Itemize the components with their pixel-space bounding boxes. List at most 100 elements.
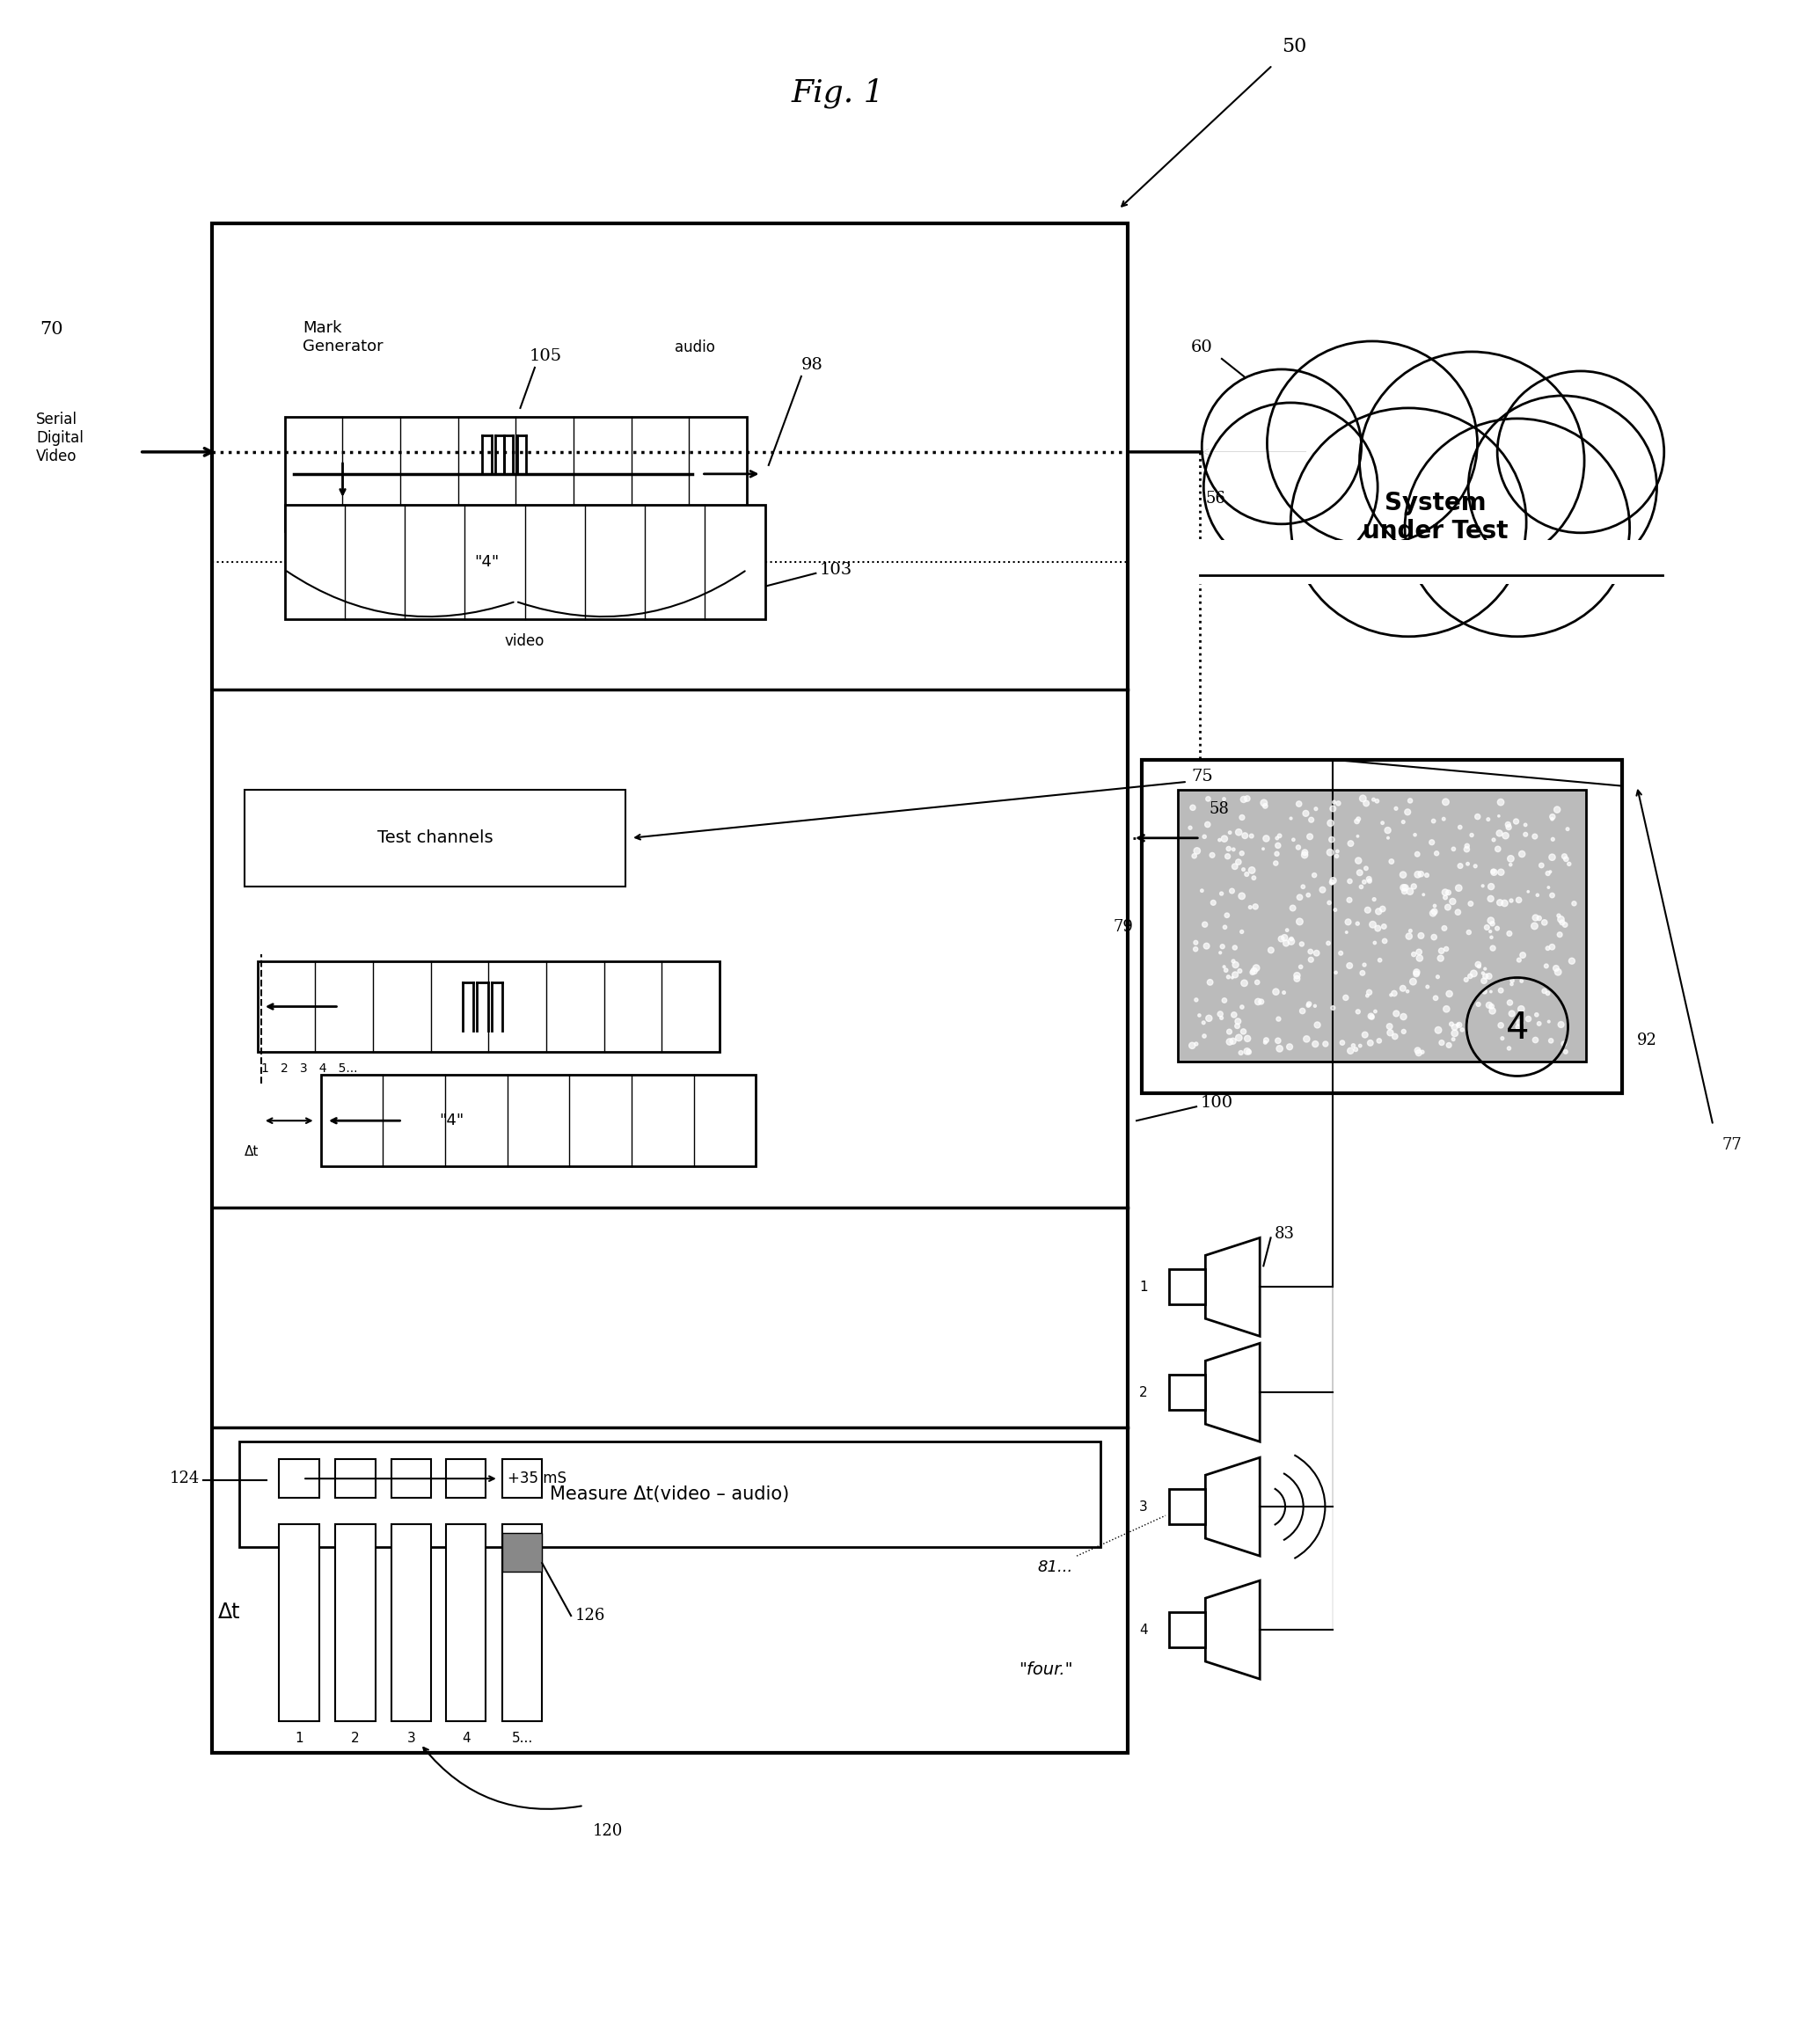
Text: 96: 96 bbox=[1323, 404, 1345, 420]
Point bbox=[1389, 806, 1418, 838]
Point bbox=[1487, 1023, 1516, 1055]
Point bbox=[1354, 864, 1383, 897]
Point bbox=[1527, 850, 1556, 883]
Point bbox=[1265, 1033, 1294, 1065]
Point bbox=[1434, 891, 1463, 923]
Text: 1   2   3   4   5...: 1 2 3 4 5... bbox=[260, 1063, 357, 1075]
Point bbox=[1321, 840, 1350, 872]
Text: 100: 100 bbox=[1199, 1096, 1232, 1112]
Point bbox=[1522, 1025, 1551, 1057]
Text: Fig. 1: Fig. 1 bbox=[792, 77, 885, 108]
Point bbox=[1503, 1010, 1532, 1043]
Point bbox=[1269, 976, 1298, 1008]
Point bbox=[1278, 923, 1307, 956]
Point bbox=[1309, 874, 1338, 907]
Point bbox=[1443, 872, 1472, 905]
Text: 105: 105 bbox=[530, 349, 562, 363]
Point bbox=[1228, 854, 1258, 887]
Point bbox=[1296, 935, 1325, 968]
Point bbox=[1491, 887, 1520, 919]
Point bbox=[1334, 905, 1363, 937]
Point bbox=[1514, 874, 1543, 907]
Point bbox=[1374, 1010, 1403, 1043]
Point bbox=[1452, 964, 1481, 996]
Point bbox=[1520, 820, 1549, 852]
Point bbox=[1283, 962, 1312, 994]
Point bbox=[1409, 879, 1438, 911]
Text: 120: 120 bbox=[593, 1824, 622, 1838]
Point bbox=[1249, 787, 1278, 820]
Point bbox=[1210, 984, 1239, 1017]
Point bbox=[1361, 994, 1390, 1027]
Point bbox=[1547, 907, 1576, 939]
Point bbox=[1343, 996, 1372, 1029]
Point bbox=[1279, 824, 1309, 856]
Point bbox=[1303, 1008, 1332, 1041]
Circle shape bbox=[1267, 341, 1478, 546]
Point bbox=[1214, 962, 1243, 994]
Point bbox=[1509, 939, 1538, 972]
Point bbox=[1294, 988, 1323, 1021]
Point bbox=[1290, 836, 1319, 868]
Point bbox=[1270, 921, 1299, 954]
Bar bbox=[446, 1524, 486, 1721]
Point bbox=[1205, 998, 1234, 1031]
Point bbox=[1214, 832, 1243, 864]
Point bbox=[1494, 812, 1523, 844]
Point bbox=[1188, 1006, 1218, 1039]
Point bbox=[1232, 783, 1261, 816]
Point bbox=[1543, 956, 1572, 988]
Point bbox=[1329, 1027, 1358, 1059]
Point bbox=[1214, 840, 1243, 872]
Point bbox=[1370, 925, 1400, 958]
Point bbox=[1352, 895, 1381, 927]
Bar bbox=[502, 1459, 542, 1497]
Point bbox=[1221, 950, 1250, 982]
Point bbox=[1276, 801, 1305, 834]
Point bbox=[1549, 1027, 1578, 1059]
Point bbox=[1389, 972, 1418, 1004]
Point bbox=[1343, 844, 1372, 877]
Point bbox=[1316, 836, 1345, 868]
Point bbox=[1225, 956, 1254, 988]
Point bbox=[1241, 952, 1270, 984]
Point bbox=[1432, 992, 1461, 1025]
Point bbox=[1554, 848, 1583, 881]
Point bbox=[1219, 850, 1249, 883]
Point bbox=[1485, 887, 1514, 919]
Point bbox=[1319, 864, 1349, 897]
Point bbox=[1498, 964, 1527, 996]
Point bbox=[1390, 870, 1420, 903]
Point bbox=[1323, 787, 1352, 820]
Text: 3: 3 bbox=[408, 1733, 415, 1745]
Point bbox=[1299, 858, 1329, 891]
Point bbox=[1218, 962, 1247, 994]
Point bbox=[1522, 998, 1551, 1031]
Point bbox=[1485, 799, 1514, 832]
Point bbox=[1289, 994, 1318, 1027]
Point bbox=[1514, 1002, 1543, 1035]
Point bbox=[1227, 801, 1256, 834]
Point bbox=[1390, 874, 1420, 907]
Point bbox=[1318, 866, 1347, 899]
Point bbox=[1389, 1000, 1418, 1033]
Point bbox=[1476, 921, 1505, 954]
Point bbox=[1507, 964, 1536, 996]
Point bbox=[1318, 866, 1347, 899]
Point bbox=[1420, 921, 1449, 954]
Point bbox=[1227, 838, 1256, 870]
Point bbox=[1434, 978, 1463, 1010]
Bar bbox=[502, 1524, 542, 1721]
Point bbox=[1463, 801, 1492, 834]
Point bbox=[1505, 943, 1534, 976]
Point bbox=[1181, 933, 1210, 966]
Bar bbox=[1168, 1613, 1205, 1648]
Point bbox=[1272, 913, 1301, 946]
Point bbox=[1494, 1033, 1523, 1065]
Point bbox=[1443, 1008, 1472, 1041]
Point bbox=[1429, 803, 1458, 836]
Bar bbox=[446, 1459, 486, 1497]
Point bbox=[1343, 907, 1372, 939]
Point bbox=[1363, 895, 1392, 927]
Circle shape bbox=[1201, 369, 1361, 523]
